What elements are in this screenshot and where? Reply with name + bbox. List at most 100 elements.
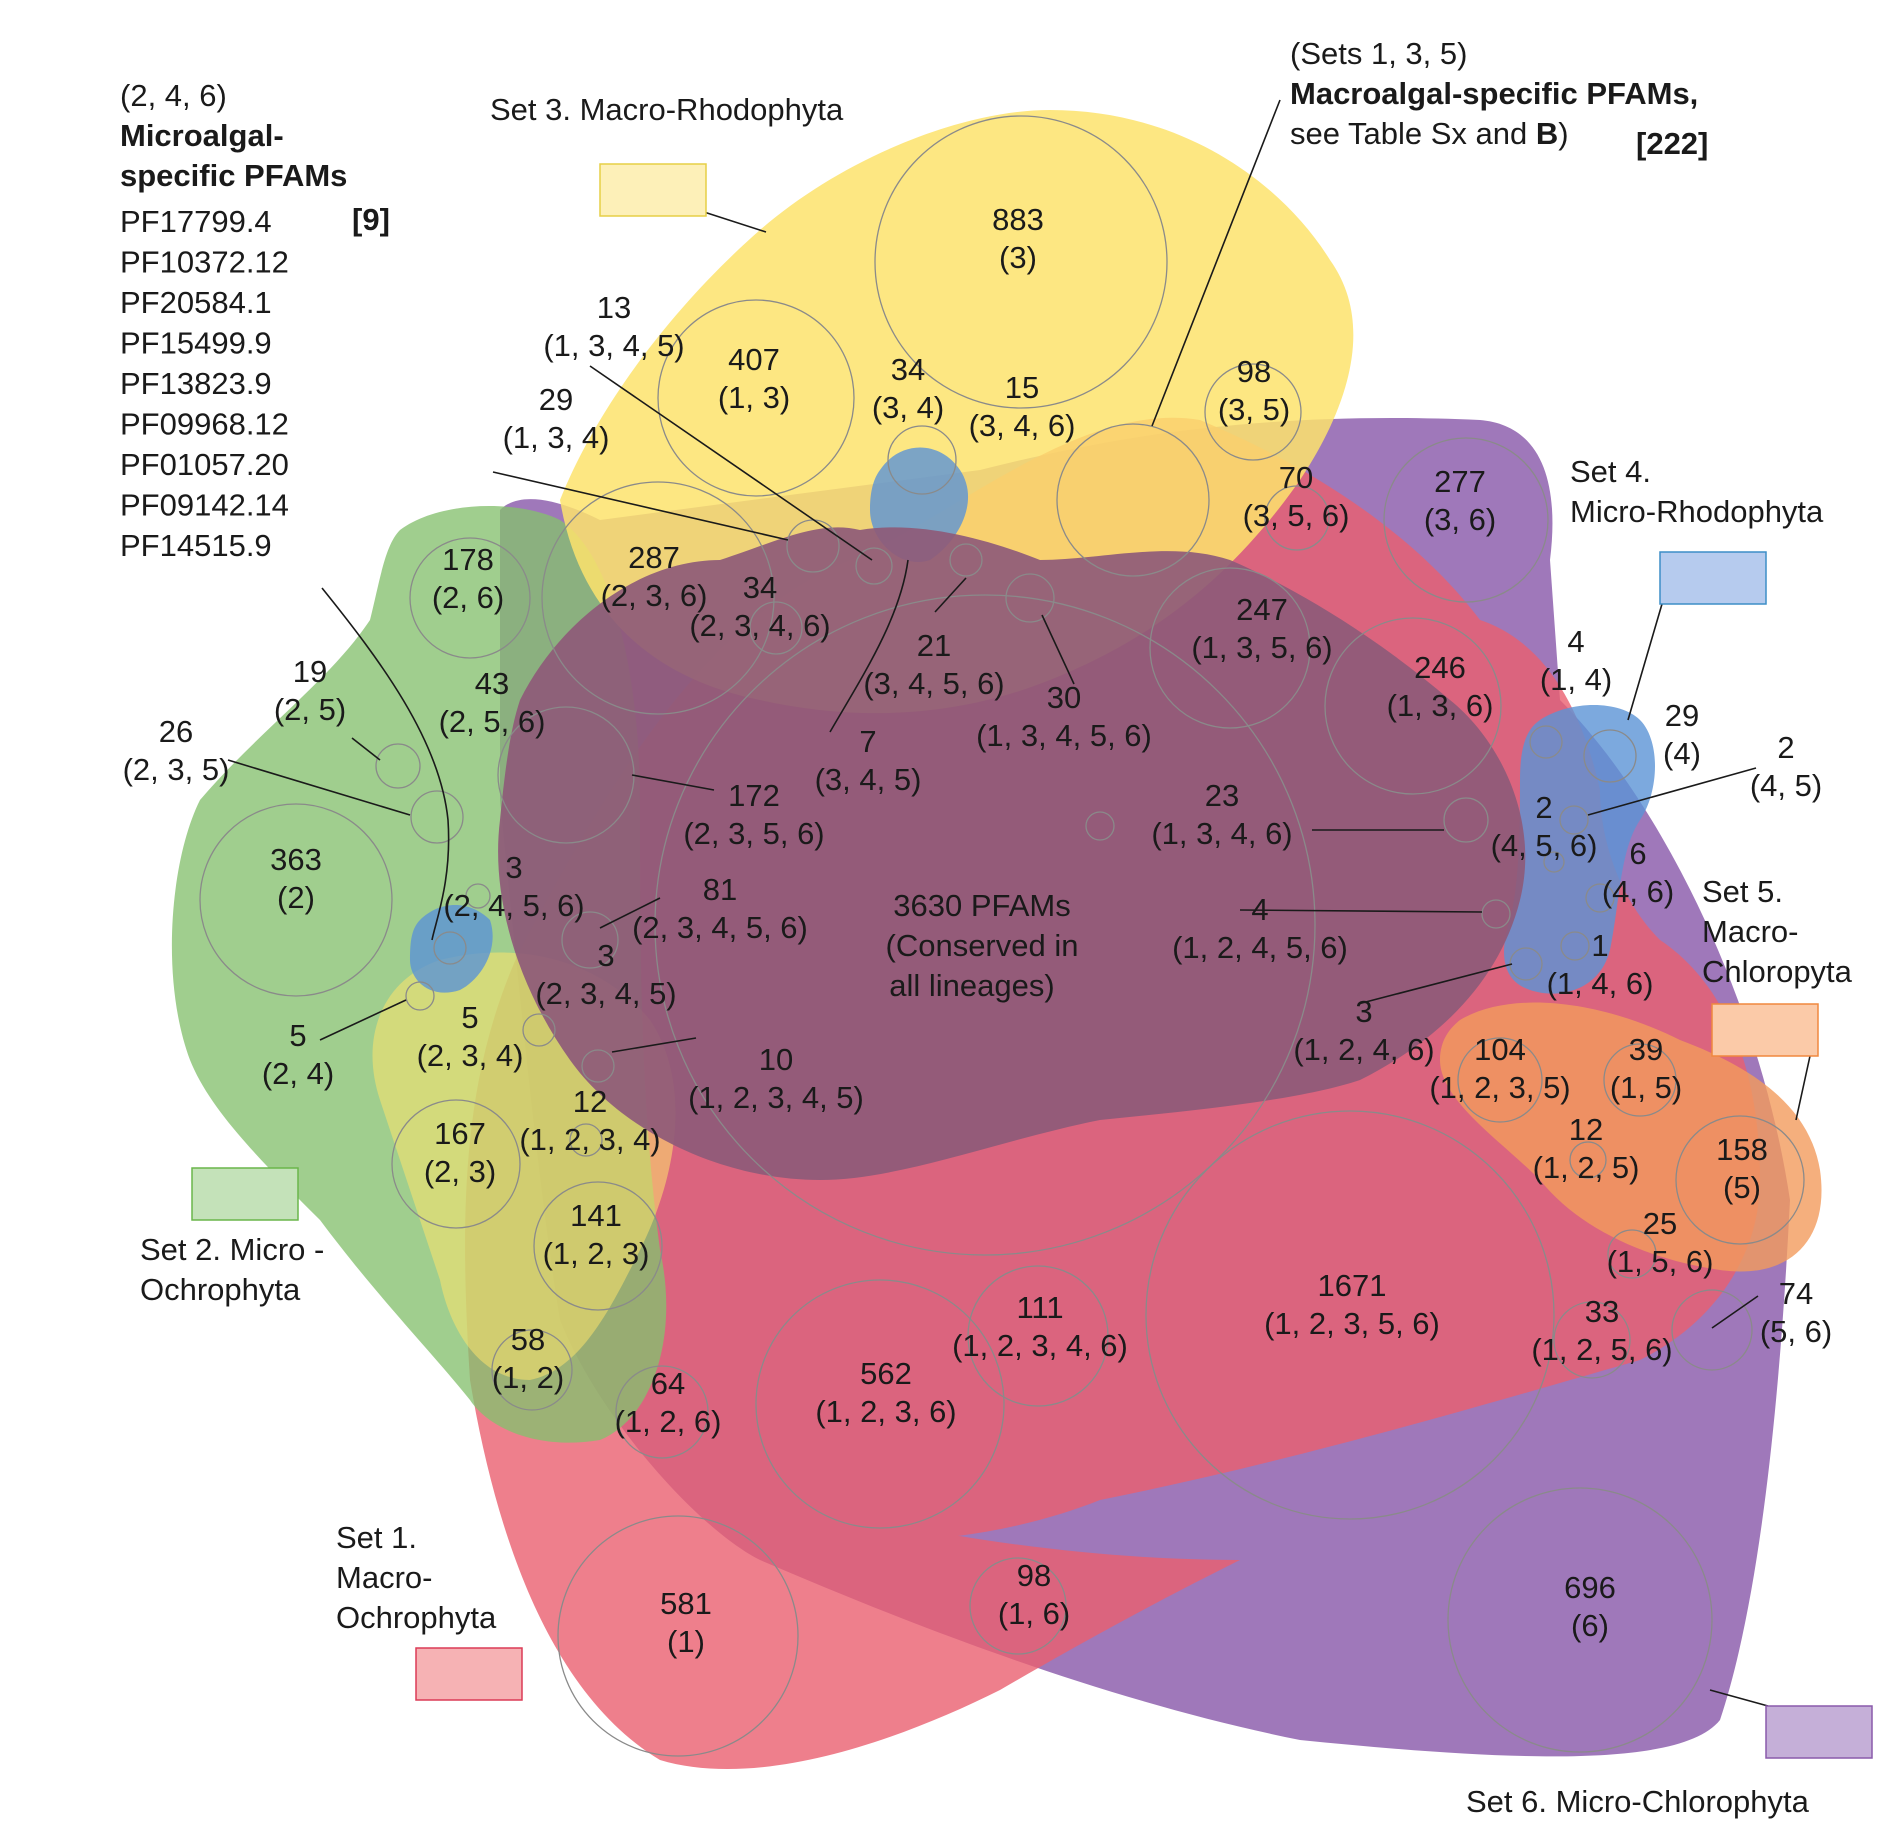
region-sets: (1, 2, 3) (543, 1236, 650, 1271)
region-sets: (1, 3, 4, 5, 6) (976, 718, 1152, 753)
region-label: 6(4, 6) (1602, 836, 1674, 909)
region-count: 33 (1585, 1294, 1619, 1329)
region-label: 30(1, 3, 4, 5, 6) (976, 680, 1152, 753)
core-label: 3630 PFAMs (Conserved in all lineages) (886, 888, 1079, 1003)
region-sets: (5) (1723, 1170, 1761, 1205)
macro-note-pre: see Table Sx and (1290, 116, 1536, 151)
ring-1-3 (657, 299, 855, 497)
region-label: 58(1, 2) (492, 1322, 564, 1395)
region-count: 64 (651, 1366, 685, 1401)
ring-2-3-4-6 (749, 601, 803, 655)
ring-1-3-5-6 (1149, 567, 1311, 729)
pfam-item: PF01057.20 (120, 447, 289, 482)
region-label: 3(1, 2, 4, 6) (1293, 994, 1434, 1067)
region-sets: (3, 4, 6) (969, 408, 1076, 443)
region-count: 29 (1665, 698, 1699, 733)
region-labels: 883(3)407(1, 3)34(3, 4)15(3, 4, 6)98(3, … (123, 202, 1833, 1659)
macro-note-post: ) (1558, 116, 1568, 151)
region-label: 10(1, 2, 3, 4, 5) (688, 1042, 864, 1115)
set2-swatch (191, 1167, 299, 1221)
ring-1-2-6 (615, 1365, 709, 1459)
region-label: 2(4, 5) (1750, 730, 1822, 803)
leader-21 (934, 577, 967, 613)
region-count: 167 (434, 1116, 486, 1151)
region-count: 21 (917, 628, 951, 663)
set3-label: Set 3. Macro-Rhodophyta (490, 92, 844, 127)
micro-sets: (2, 4, 6) (120, 78, 227, 113)
region-sets: (2, 3, 5, 6) (683, 816, 824, 851)
region-count: 277 (1434, 464, 1486, 499)
region-count: 5 (461, 1000, 478, 1035)
region-label: 178(2, 6) (432, 542, 504, 615)
leader-19 (351, 737, 381, 761)
leader-74 (1711, 1295, 1759, 1329)
region-sets: (1, 3, 5, 6) (1191, 630, 1332, 665)
region-count: 104 (1474, 1032, 1526, 1067)
region-sets: (2, 3, 4) (417, 1038, 524, 1073)
pfam-item: PF13823.9 (120, 366, 272, 401)
region-sets: (4) (1663, 736, 1701, 771)
region-count: 25 (1643, 1206, 1677, 1241)
micro-title-2: specific PFAMs (120, 158, 347, 193)
core-line-1: 3630 PFAMs (893, 888, 1070, 923)
pfam-list: PF17799.4 PF10372.12 PF20584.1 PF15499.9 PF1… (120, 204, 289, 563)
leader-30 (1041, 614, 1075, 685)
macro-note-bold: B (1536, 116, 1558, 151)
region-label: 12(1, 2, 3, 4) (519, 1084, 660, 1157)
ring-2-3-6 (541, 481, 775, 715)
region-count: 246 (1414, 650, 1466, 685)
region-sets: (2) (277, 880, 315, 915)
ring-3-5 (1204, 363, 1302, 461)
set6-swatch (1765, 1705, 1873, 1759)
ring-6 (1447, 1487, 1713, 1753)
leader-set6 (1709, 1689, 1769, 1707)
ring-2-3-4-5-6 (561, 911, 619, 969)
set1-swatch (415, 1647, 523, 1701)
pfam-item: PF14515.9 (120, 528, 272, 563)
region-label: 172(2, 3, 5, 6) (683, 778, 824, 851)
ring-2-4-5-6 (465, 883, 491, 909)
leader-set4 (1627, 603, 1663, 721)
pfam-item: PF15499.9 (120, 326, 272, 361)
region-label: 34(2, 3, 4, 6) (689, 570, 830, 643)
macro-sets: (Sets 1, 3, 5) (1290, 36, 1467, 71)
region-sets: (1, 2, 5, 6) (1531, 1332, 1672, 1367)
region-count: 7 (859, 724, 876, 759)
region-count: 70 (1279, 460, 1313, 495)
ring-4-5 (1559, 805, 1589, 835)
region-label: 5(2, 3, 4) (417, 1000, 524, 1073)
region-label: 29(1, 3, 4) (503, 382, 610, 455)
microalgal-box: (2, 4, 6) Microalgal- specific PFAMs [9]… (120, 78, 390, 563)
ring-2-3-5 (410, 790, 464, 844)
region-label: 4(1, 2, 4, 5, 6) (1172, 892, 1348, 965)
region-sets: (2, 3, 4, 5, 6) (632, 910, 808, 945)
region-label: 5(2, 4) (262, 1018, 334, 1091)
region-count: 58 (511, 1322, 545, 1357)
region-label: 3(2, 4, 5, 6) (443, 850, 584, 923)
core-line-2: (Conserved in (886, 928, 1079, 963)
ring-2-5 (375, 743, 421, 789)
leader-4-right (1239, 909, 1483, 913)
region-sets: (2, 3, 4, 5) (535, 976, 676, 1011)
region-label: 98(1, 6) (998, 1558, 1070, 1631)
leader-7 (829, 559, 909, 733)
ring-1-5-6 (1607, 1229, 1657, 1279)
region-label: 23(1, 3, 4, 6) (1151, 778, 1292, 851)
region-label: 39(1, 5) (1610, 1032, 1682, 1105)
region-count: 26 (159, 714, 193, 749)
region-sets: (2, 5, 6) (439, 704, 546, 739)
region-label: 696(6) (1564, 1570, 1616, 1643)
micro-count: [9] (352, 202, 390, 237)
region-count: 6 (1629, 836, 1646, 871)
region-label: 3(2, 3, 4, 5) (535, 938, 676, 1011)
ring-3-4-5-6 (949, 543, 983, 577)
ring-3-5-outer (1056, 423, 1210, 577)
region-count: 247 (1236, 592, 1288, 627)
region-sets: (1, 4, 6) (1547, 966, 1654, 1001)
region-label: 363(2) (270, 842, 322, 915)
region-count: 12 (573, 1084, 607, 1119)
region-label: 2(4, 5, 6) (1491, 790, 1598, 863)
ring-3-6 (1383, 437, 1549, 603)
region-sets: (2, 3, 6) (601, 578, 708, 613)
